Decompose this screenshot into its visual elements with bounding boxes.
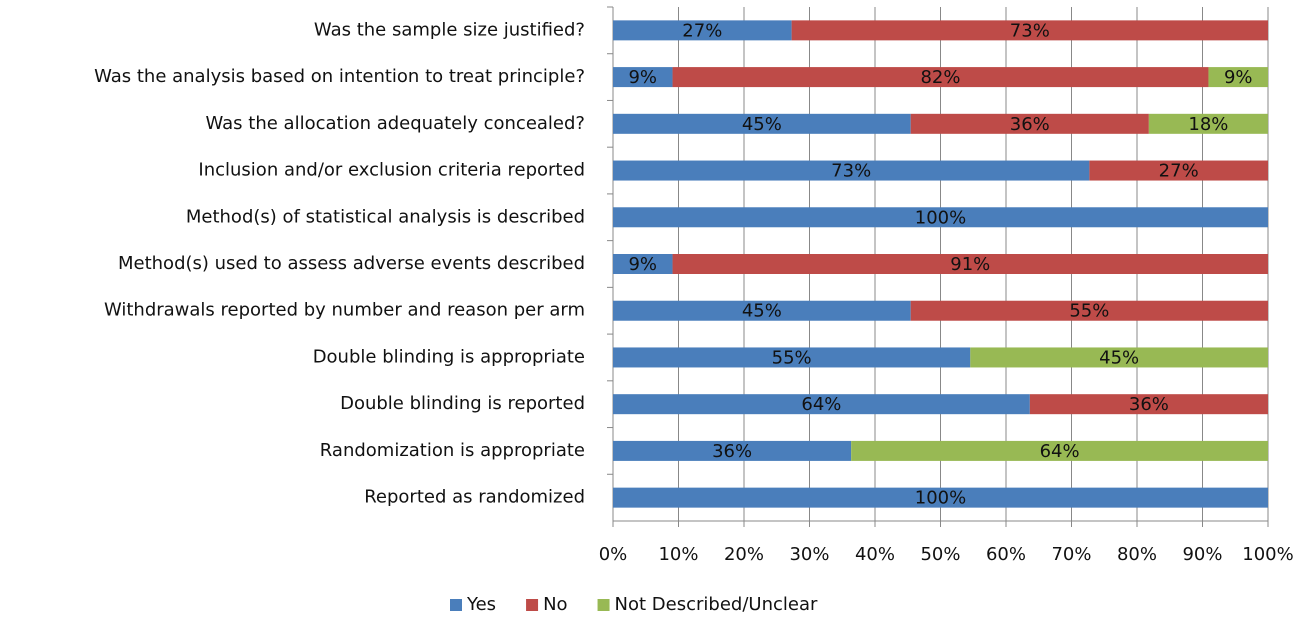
y-tick-label: Inclusion and/or exclusion criteria repo… bbox=[198, 160, 585, 181]
bar-segment bbox=[672, 254, 1268, 274]
bar-segment bbox=[613, 394, 1030, 415]
legend-label: Not Described/Unclear bbox=[615, 594, 818, 615]
data-label: 36% bbox=[1010, 114, 1050, 135]
y-tick-label: Was the analysis based on intention to t… bbox=[94, 66, 585, 87]
data-label: 100% bbox=[915, 488, 966, 509]
bar-segment bbox=[613, 67, 673, 88]
bar-segment bbox=[613, 347, 971, 368]
data-label: 73% bbox=[831, 161, 871, 182]
bar-segment bbox=[613, 113, 911, 134]
x-tick-label: 60% bbox=[986, 544, 1026, 565]
y-tick-label: Was the sample size justified? bbox=[314, 19, 585, 40]
data-label: 36% bbox=[1129, 394, 1169, 415]
data-label: 82% bbox=[920, 67, 960, 88]
y-tick-label: Method(s) used to assess adverse events … bbox=[118, 253, 585, 274]
data-label: 45% bbox=[742, 301, 782, 322]
bar-segment bbox=[970, 347, 1268, 368]
x-tick-label: 10% bbox=[658, 544, 698, 565]
x-tick-label: 20% bbox=[724, 544, 764, 565]
bar-segment bbox=[851, 440, 1268, 461]
data-label: 64% bbox=[1040, 441, 1080, 462]
y-tick-label: Was the allocation adequately concealed? bbox=[206, 113, 586, 134]
bar-segment bbox=[613, 20, 792, 41]
legend-label: Yes bbox=[466, 594, 496, 615]
data-label: 91% bbox=[950, 254, 990, 275]
bar-segment bbox=[1148, 113, 1268, 134]
bar-segment bbox=[791, 20, 1268, 41]
bar-segment bbox=[613, 160, 1090, 181]
legend-swatch bbox=[450, 599, 462, 611]
bar-segment bbox=[1029, 394, 1268, 415]
data-label: 9% bbox=[628, 254, 657, 275]
bar-segment bbox=[613, 487, 1268, 508]
bar-segment bbox=[613, 440, 852, 461]
data-label: 27% bbox=[1159, 161, 1199, 182]
y-tick-label: Withdrawals reported by number and reaso… bbox=[104, 300, 585, 321]
bar-segment bbox=[1089, 160, 1268, 181]
x-tick-label: 50% bbox=[920, 544, 960, 565]
bar-segment bbox=[613, 300, 911, 321]
data-label: 55% bbox=[772, 347, 812, 368]
x-tick-label: 80% bbox=[1117, 544, 1157, 565]
data-label: 55% bbox=[1069, 301, 1109, 322]
data-label: 64% bbox=[801, 394, 841, 415]
y-tick-label: Randomization is appropriate bbox=[320, 440, 585, 461]
bar-segment bbox=[910, 113, 1149, 134]
data-label: 73% bbox=[1010, 20, 1050, 41]
x-tick-label: 70% bbox=[1051, 544, 1091, 565]
bar-segment bbox=[613, 254, 673, 274]
data-label: 45% bbox=[1099, 347, 1139, 368]
data-label: 18% bbox=[1188, 114, 1228, 135]
x-tick-label: 90% bbox=[1182, 544, 1222, 565]
data-label: 9% bbox=[628, 67, 657, 88]
y-tick-label: Reported as randomized bbox=[364, 487, 585, 508]
data-label: 27% bbox=[682, 20, 722, 41]
legend-label: No bbox=[543, 594, 567, 615]
data-label: 45% bbox=[742, 114, 782, 135]
x-tick-label: 30% bbox=[789, 544, 829, 565]
bar-segment bbox=[613, 207, 1268, 228]
bar-segment bbox=[1208, 67, 1268, 88]
bar-segment bbox=[910, 300, 1268, 321]
data-label: 36% bbox=[712, 441, 752, 462]
data-label: 100% bbox=[915, 207, 966, 228]
legend-swatch bbox=[526, 599, 539, 611]
legend-swatch bbox=[597, 599, 610, 611]
y-tick-label: Double blinding is reported bbox=[340, 393, 585, 414]
x-tick-label: 0% bbox=[599, 544, 628, 565]
x-tick-label: 40% bbox=[855, 544, 895, 565]
y-tick-label: Double blinding is appropriate bbox=[313, 346, 585, 367]
x-tick-label: 100% bbox=[1242, 544, 1293, 565]
y-tick-label: Method(s) of statistical analysis is des… bbox=[186, 206, 585, 227]
bar-segment bbox=[672, 67, 1209, 88]
data-label: 9% bbox=[1224, 67, 1253, 88]
